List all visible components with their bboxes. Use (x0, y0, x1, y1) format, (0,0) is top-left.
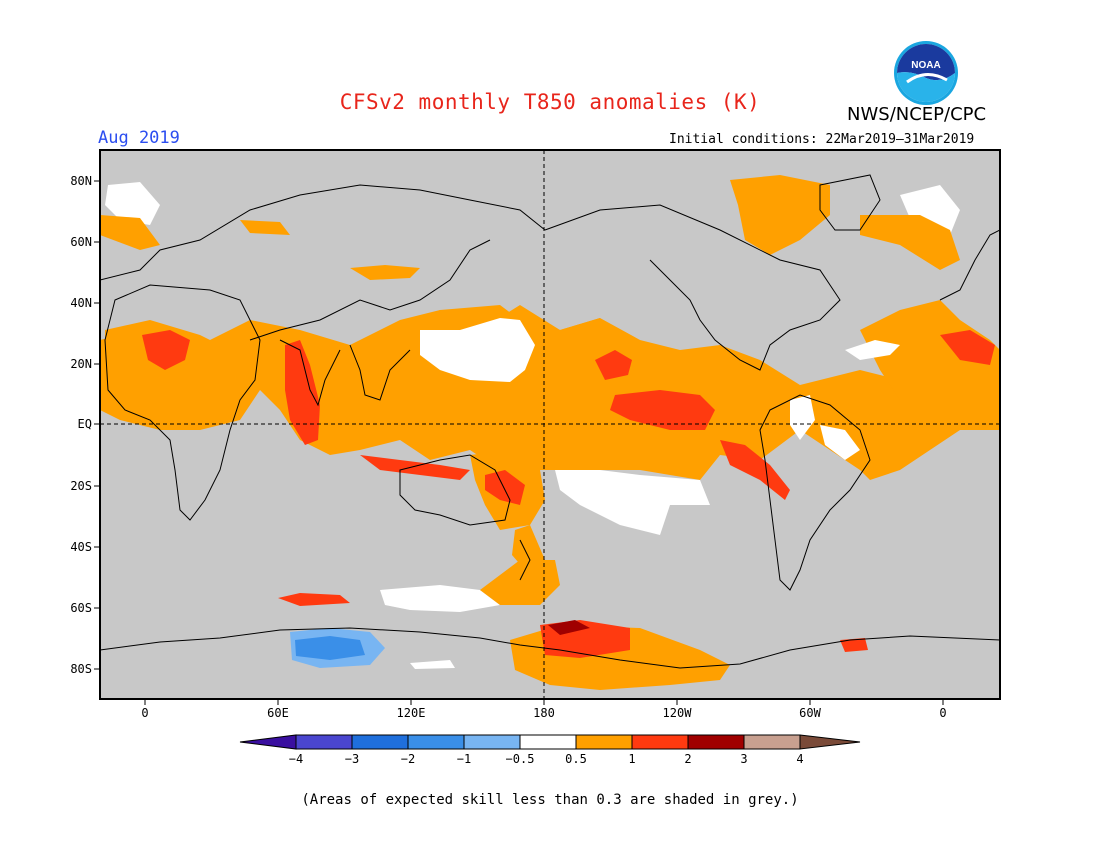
lon-label: 120E (396, 706, 426, 720)
colorbar-swatch (799, 734, 861, 750)
colorbar-tick: 3 (740, 752, 748, 766)
anomaly-region (285, 340, 320, 445)
colorbar (239, 734, 861, 750)
anomaly-region (820, 425, 860, 460)
lat-label: 80S (70, 662, 92, 676)
anomaly-region (512, 525, 545, 570)
lon-label: 0 (141, 706, 149, 720)
colorbar-swatch (631, 734, 689, 750)
colorbar-tick: 2 (684, 752, 692, 766)
lat-label: 20N (70, 357, 92, 371)
lon-label: 60W (799, 706, 821, 720)
lon-label: 120W (662, 706, 692, 720)
chart-title: CFSv2 monthly T850 anomalies (K) (339, 90, 761, 114)
anomaly-region (350, 265, 420, 280)
colorbar-swatch (239, 734, 297, 750)
anomaly-region (278, 593, 350, 606)
anomaly-region (485, 470, 525, 505)
anomaly-region (610, 390, 715, 430)
anomaly-region (360, 455, 470, 480)
anomaly-region (480, 560, 560, 605)
colorbar-tick: 1 (628, 752, 636, 766)
colorbar-tick: 0.5 (565, 752, 587, 766)
colorbar-tick: −2 (400, 752, 416, 766)
lon-label: 180 (533, 706, 555, 720)
anomaly-region (555, 470, 710, 535)
noaa-logo: NOAA (894, 41, 958, 105)
anomaly-region (720, 440, 790, 500)
colorbar-swatch (351, 734, 409, 750)
anomaly-region (790, 395, 815, 440)
anomaly-region (100, 305, 1000, 480)
anomaly-region (420, 318, 535, 382)
lat-label: 80N (70, 174, 92, 188)
anomaly-region (380, 585, 500, 612)
anomaly-region (105, 320, 245, 430)
lat-label: 40N (70, 296, 92, 310)
colorbar-tick: −4 (288, 752, 304, 766)
anomaly-region (240, 220, 290, 235)
lon-label: 0 (939, 706, 947, 720)
colorbar-swatch (743, 734, 801, 750)
anomaly-region (295, 636, 365, 660)
colorbar-swatch (295, 734, 353, 750)
initial-conditions: Initial conditions: 22Mar2019–31Mar2019 (669, 132, 975, 147)
anomaly-region (142, 330, 190, 370)
anomaly-region (100, 215, 160, 250)
lat-label: 60S (70, 601, 92, 615)
anomaly-region (940, 330, 995, 365)
anomaly-region (548, 620, 590, 635)
colorbar-tick: −0.5 (505, 752, 535, 766)
lat-label: 40S (70, 540, 92, 554)
lat-label: 60N (70, 235, 92, 249)
colorbar-swatch (519, 734, 577, 750)
colorbar-tick: −3 (344, 752, 360, 766)
colorbar-swatch (463, 734, 521, 750)
anomaly-region (845, 340, 900, 360)
anomaly-region (105, 182, 160, 225)
anomaly-region (730, 175, 830, 255)
lat-label: 20S (70, 479, 92, 493)
svg-text:NOAA: NOAA (911, 60, 940, 71)
colorbar-swatch (407, 734, 465, 750)
anomaly-region (840, 638, 868, 652)
colorbar-tick: −1 (456, 752, 472, 766)
forecast-month: Aug 2019 (98, 128, 180, 148)
agency-label: NWS/NCEP/CPC (847, 104, 987, 125)
lon-label: 60E (267, 706, 289, 720)
footnote: (Areas of expected skill less than 0.3 a… (301, 792, 799, 808)
anomaly-region (860, 215, 960, 270)
colorbar-tick: 4 (796, 752, 804, 766)
colorbar-swatch (575, 734, 633, 750)
anomaly-region (595, 350, 632, 380)
colorbar-swatch (687, 734, 745, 750)
anomaly-region (410, 660, 455, 669)
lat-label: EQ (77, 417, 92, 431)
